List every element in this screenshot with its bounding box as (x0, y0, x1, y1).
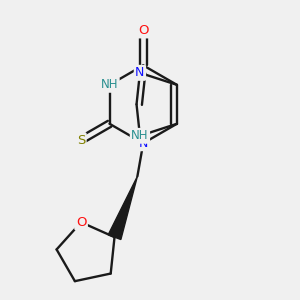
Text: N: N (135, 66, 145, 79)
Text: O: O (138, 24, 148, 37)
Text: NH: NH (101, 78, 118, 91)
Text: S: S (77, 134, 85, 147)
Text: N: N (139, 137, 148, 150)
Polygon shape (108, 176, 137, 239)
Text: NH: NH (131, 129, 149, 142)
Text: O: O (76, 216, 86, 229)
